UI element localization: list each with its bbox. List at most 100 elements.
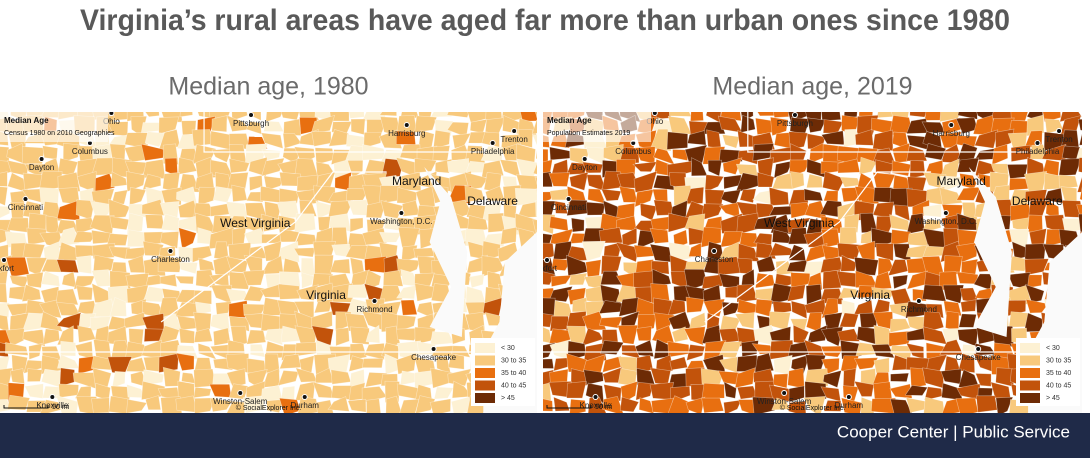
county	[109, 215, 130, 231]
city-label: Dayton	[572, 163, 597, 172]
city-dot	[781, 390, 788, 396]
county	[378, 284, 403, 304]
city-label: Ohio	[103, 117, 120, 126]
county	[429, 398, 451, 413]
city-dot	[430, 346, 437, 352]
county	[500, 226, 518, 245]
city-dot	[791, 112, 798, 118]
county	[76, 285, 94, 301]
county	[581, 240, 606, 262]
city-label: Harrisburg	[388, 129, 425, 138]
county	[210, 130, 233, 151]
scale-label: 50 mi	[52, 404, 70, 411]
county	[1080, 330, 1082, 346]
legend-header-bg	[543, 112, 651, 142]
county	[109, 296, 127, 317]
county	[822, 370, 842, 388]
county	[140, 143, 166, 161]
county	[193, 311, 212, 334]
county	[90, 355, 113, 371]
county	[42, 328, 60, 345]
county	[430, 331, 455, 346]
county	[365, 200, 387, 219]
county	[582, 161, 604, 174]
county	[756, 255, 777, 273]
county	[690, 112, 704, 122]
county	[960, 299, 977, 313]
city-label: Chesapeake	[411, 353, 456, 362]
county	[770, 116, 789, 137]
county	[667, 115, 693, 135]
legend-swatch	[1020, 343, 1040, 353]
county	[636, 230, 655, 250]
county	[378, 129, 403, 149]
county	[685, 186, 705, 204]
county	[617, 324, 639, 345]
footer-text: Cooper Center | Public Service	[837, 422, 1070, 441]
county	[62, 142, 81, 163]
county	[543, 313, 554, 328]
state-label: Delaware	[1012, 194, 1063, 208]
city-label: Charleston	[695, 255, 734, 264]
legend-label: 35 to 40	[1046, 370, 1071, 377]
county	[773, 160, 794, 179]
county	[40, 270, 61, 287]
county	[0, 171, 8, 187]
county	[433, 386, 454, 400]
city-label: Philadelphia	[1016, 147, 1060, 156]
city-dot	[544, 257, 550, 263]
city-dot	[167, 248, 174, 254]
county	[839, 312, 859, 328]
state-label: Maryland	[936, 174, 985, 188]
county	[74, 340, 94, 360]
county	[634, 339, 655, 357]
county	[734, 367, 756, 389]
county	[752, 396, 776, 413]
county	[822, 170, 846, 192]
county	[379, 112, 397, 117]
legend-swatch	[1020, 393, 1040, 403]
county	[434, 119, 454, 137]
county	[330, 369, 352, 385]
county	[956, 157, 980, 173]
county	[129, 186, 147, 206]
county	[669, 356, 688, 371]
city-label: Durham	[290, 401, 319, 410]
county	[1078, 213, 1082, 234]
county	[465, 285, 487, 305]
county	[672, 149, 689, 161]
county	[837, 328, 861, 342]
county	[786, 284, 806, 302]
county	[396, 285, 417, 300]
county	[379, 231, 402, 243]
state-label: Maryland	[392, 174, 441, 188]
county	[366, 119, 387, 135]
county	[159, 274, 178, 288]
county	[904, 385, 928, 396]
county	[106, 233, 129, 246]
county	[249, 112, 262, 121]
county	[126, 212, 144, 236]
county	[55, 394, 79, 413]
county	[21, 284, 42, 302]
county	[890, 398, 913, 413]
legend-label: 40 to 45	[1046, 382, 1071, 389]
county	[142, 369, 165, 386]
county	[261, 157, 285, 177]
county	[6, 217, 30, 233]
county	[22, 242, 46, 259]
legend-label: < 30	[1046, 345, 1060, 352]
county	[447, 353, 465, 370]
county	[211, 115, 228, 133]
county	[395, 352, 417, 375]
county	[231, 112, 248, 122]
legend-label: 40 to 45	[501, 382, 526, 389]
city-dot	[301, 394, 308, 400]
county	[446, 112, 470, 118]
city-dot	[49, 394, 56, 400]
county	[432, 145, 451, 162]
county	[840, 397, 863, 413]
county	[174, 275, 194, 285]
county	[283, 118, 302, 136]
county	[347, 284, 370, 299]
